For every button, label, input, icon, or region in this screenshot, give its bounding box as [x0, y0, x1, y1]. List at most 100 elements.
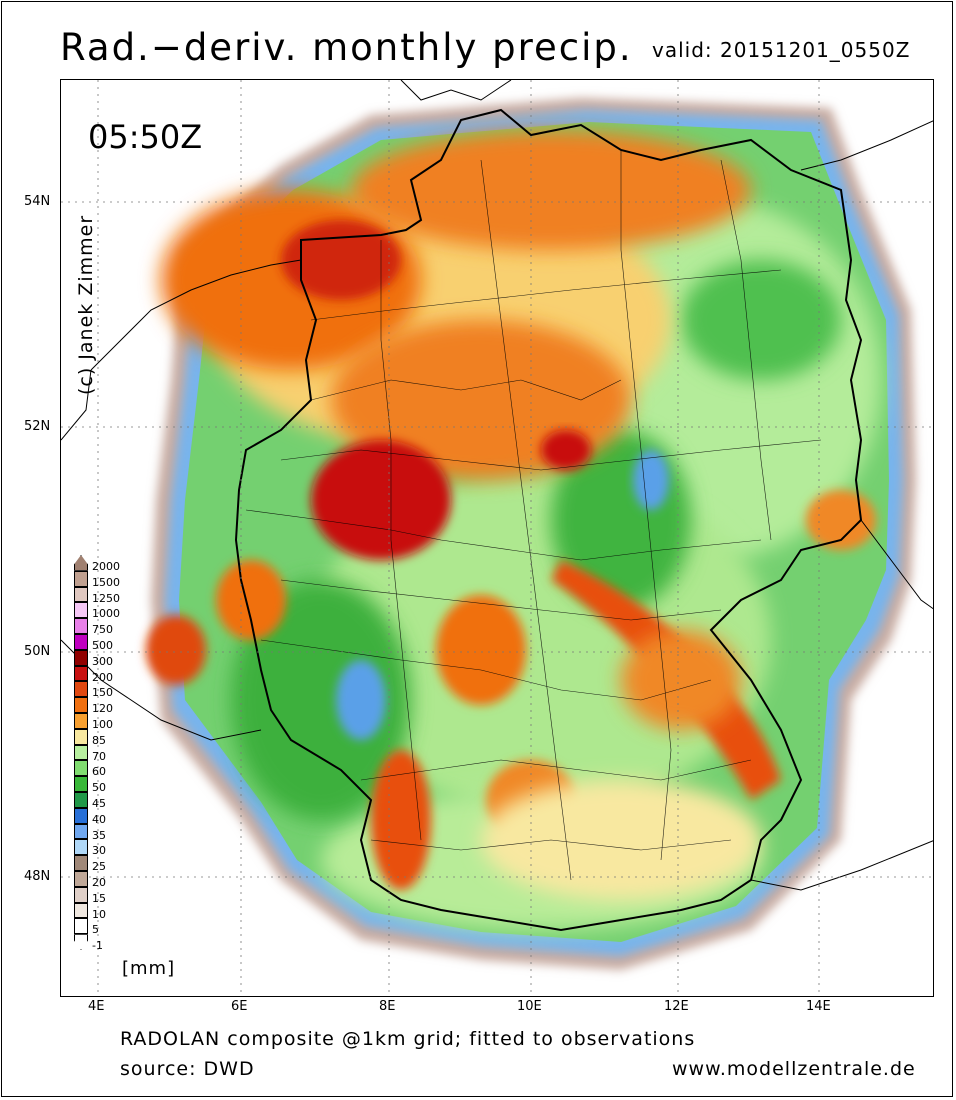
- legend-value-label: 85: [92, 733, 106, 747]
- legend-swatch: [74, 839, 88, 856]
- legend-swatch: [74, 649, 88, 666]
- state-line-6: [620, 150, 672, 861]
- legend-value-label: 2000: [92, 560, 120, 573]
- legend-swatch: [74, 760, 88, 777]
- state-line-1: [310, 379, 622, 401]
- legend-swatch: [74, 886, 88, 903]
- footer-source: source: DWD: [120, 1058, 255, 1080]
- coast-poland: [800, 120, 933, 171]
- lon-label-4e: 4E: [88, 999, 105, 1014]
- legend-swatch: [74, 918, 88, 935]
- legend-value-label: 15: [92, 891, 106, 905]
- border-austria: [750, 840, 933, 891]
- graticule: [61, 80, 933, 996]
- map-panel: [60, 79, 934, 997]
- legend-value-label: 1000: [92, 607, 120, 621]
- legend-swatch: [74, 586, 88, 603]
- legend-swatch: [74, 713, 88, 729]
- lat-label-50n: 50N: [24, 644, 51, 659]
- lat-label-52n: 52N: [24, 419, 51, 434]
- legend-swatch: [74, 792, 88, 808]
- coast-denmark: [400, 80, 512, 101]
- state-line-11: [280, 579, 722, 621]
- legend-unit: [mm]: [122, 958, 176, 979]
- legend-swatch: [74, 618, 88, 634]
- coast-belgium: [61, 369, 92, 441]
- lon-label-12e: 12E: [664, 999, 689, 1014]
- lat-label-54n: 54N: [24, 194, 51, 209]
- field-yellow-south: [481, 780, 761, 900]
- legend-value-label: 750: [92, 623, 113, 637]
- lon-label-10e: 10E: [517, 999, 542, 1014]
- legend-value-label: 35: [92, 828, 106, 842]
- legend-swatch: [74, 602, 88, 619]
- field-orange-southeast: [621, 630, 741, 730]
- field-orange-north: [351, 130, 751, 250]
- legend-value-label: 10: [92, 907, 106, 921]
- legend-swatch: [74, 807, 88, 824]
- legend-swatch: [74, 855, 88, 871]
- field-blue-southwest: [336, 660, 386, 740]
- legend-value-label: 150: [92, 686, 113, 700]
- legend-value-label: 1500: [92, 575, 120, 589]
- legend-value-label: 300: [92, 654, 113, 668]
- precipitation-map: [61, 80, 933, 996]
- field-red-harz: [541, 430, 591, 470]
- lon-label-14e: 14E: [806, 999, 831, 1014]
- field-red-ruhr: [311, 440, 451, 560]
- legend-swatch: [74, 728, 88, 745]
- field-green-northeast: [681, 260, 841, 380]
- valid-time: valid: 20151201_0550Z: [652, 38, 911, 62]
- legend-swatch: [74, 776, 88, 792]
- legend-value-label: 200: [92, 670, 113, 684]
- legend-swatch: [74, 823, 88, 840]
- precipitation-fields: [146, 130, 881, 930]
- legend-swatch: [74, 665, 88, 682]
- footer-description: RADOLAN composite @1km grid; fitted to o…: [120, 1028, 696, 1050]
- legend-value-label: 1250: [92, 591, 120, 605]
- field-blue-east: [633, 450, 669, 510]
- lat-label-48n: 48N: [24, 869, 51, 884]
- legend-value-label: 5: [92, 923, 99, 937]
- lon-label-6e: 6E: [231, 999, 248, 1014]
- legend-value-label: 500: [92, 639, 113, 652]
- legend-value-label: 70: [92, 749, 106, 763]
- state-line-7: [380, 240, 422, 841]
- germany-border: [234, 108, 863, 932]
- state-line-5: [480, 159, 572, 881]
- state-line-12: [370, 839, 732, 851]
- time-label: 05:50Z: [88, 118, 203, 156]
- state-line-3: [260, 639, 712, 701]
- credit-label: (c) Janek Zimmer: [75, 214, 97, 395]
- legend-swatch: [74, 681, 88, 698]
- field-green-west: [231, 580, 411, 820]
- district-lines: [245, 150, 822, 881]
- coast-netherlands: [90, 259, 302, 371]
- field-orange-west-border: [216, 560, 286, 640]
- legend-value-label: -1: [92, 939, 103, 953]
- legend-swatch: [74, 570, 88, 587]
- field-orange-center: [436, 595, 526, 705]
- field-orange-black-forest: [371, 750, 431, 890]
- legend-swatch: [74, 697, 88, 713]
- legend-value-label: 45: [92, 797, 106, 810]
- legend-swatch: [74, 634, 88, 650]
- legend-swatch: [74, 871, 88, 887]
- state-line-9: [310, 269, 782, 321]
- field-orange-belgium: [146, 615, 206, 685]
- legend-value-label: 30: [92, 844, 106, 858]
- legend-value-label: 40: [92, 812, 106, 826]
- legend-value-label: 120: [92, 702, 113, 716]
- state-line-4: [360, 759, 752, 781]
- state-line-2: [245, 509, 762, 561]
- legend-swatch: [74, 744, 88, 761]
- map-title: Rad.−deriv. monthly precip.: [60, 26, 633, 69]
- legend-swatch: [74, 902, 88, 919]
- state-line-8: [720, 159, 772, 541]
- footer-website: www.modellzentrale.de: [672, 1058, 916, 1080]
- legend-value-label: 50: [92, 781, 106, 795]
- lon-label-8e: 8E: [379, 999, 396, 1014]
- legend-value-label: 60: [92, 765, 106, 779]
- state-line-10: [280, 439, 822, 471]
